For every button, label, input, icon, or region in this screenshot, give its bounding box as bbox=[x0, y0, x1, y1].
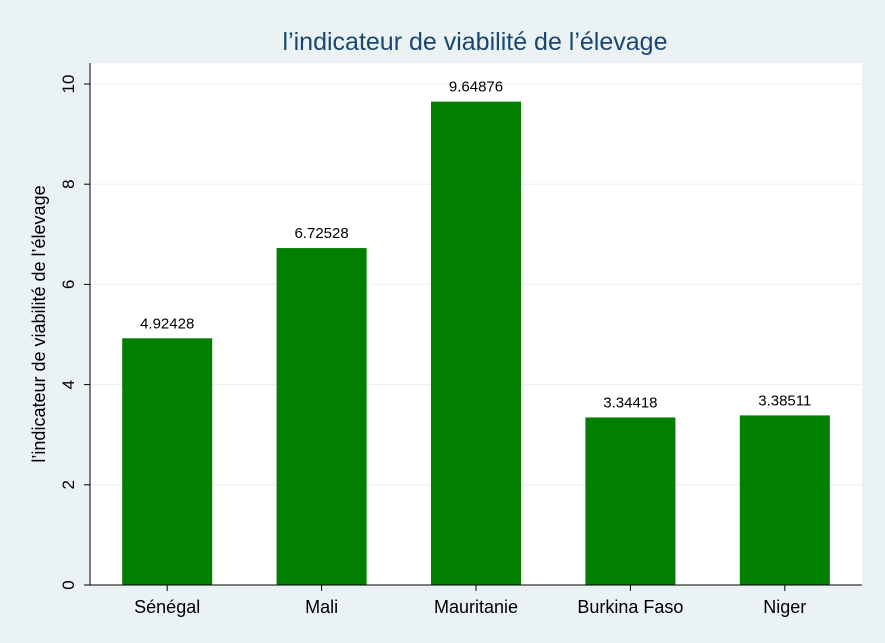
x-axis-ticks: Sénégal Mali Mauritanie Burkina Faso Niger bbox=[134, 585, 806, 617]
bar bbox=[739, 415, 830, 585]
bar-value-label: 3.38511 bbox=[758, 392, 811, 409]
bar bbox=[276, 248, 367, 585]
x-tick-label: Niger bbox=[763, 597, 806, 617]
x-tick-label: Mali bbox=[305, 597, 338, 617]
y-tick-label: 8 bbox=[59, 179, 78, 188]
x-tick-label: Sénégal bbox=[134, 597, 200, 617]
y-tick-label: 10 bbox=[59, 75, 78, 94]
y-tick-label: 2 bbox=[59, 480, 78, 489]
x-tick-label: Burkina Faso bbox=[577, 597, 683, 617]
bar-value-labels: 4.92428 6.72528 9.64876 3.34418 3.38511 bbox=[140, 79, 811, 412]
bar-value-label: 6.72528 bbox=[294, 225, 348, 242]
y-tick-label: 0 bbox=[59, 580, 78, 589]
bar bbox=[431, 101, 521, 586]
bar-value-label: 3.34418 bbox=[603, 394, 657, 411]
y-axis-label: l’indicateur de viabilité de l’élevage bbox=[29, 185, 49, 462]
bar-value-label: 9.64876 bbox=[449, 79, 503, 96]
bar-value-label: 4.92428 bbox=[140, 315, 194, 332]
x-tick-label: Mauritanie bbox=[434, 597, 518, 617]
bars bbox=[122, 101, 830, 586]
y-axis-ticks: 0 2 4 6 8 10 bbox=[59, 75, 90, 590]
bar bbox=[122, 338, 213, 585]
bar bbox=[585, 417, 676, 585]
chart-title: l’indicateur de viabilité de l’élevage bbox=[283, 28, 668, 56]
y-tick-label: 6 bbox=[59, 280, 78, 289]
y-tick-label: 4 bbox=[59, 380, 78, 389]
